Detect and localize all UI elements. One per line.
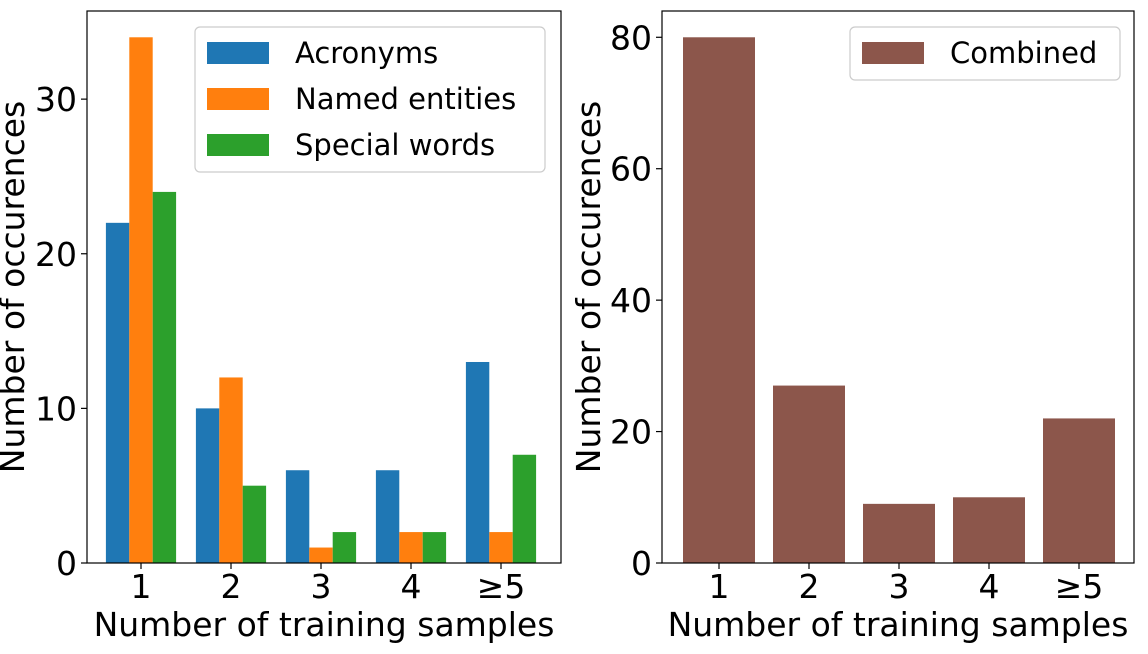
bar-acronyms-4 bbox=[465, 361, 490, 563]
y-tick-label: 0 bbox=[56, 544, 77, 583]
legend-label: Special words bbox=[295, 128, 495, 162]
bar-named-entities-2 bbox=[309, 547, 333, 563]
left-chart: 1 2 3 4 ≥5 0 10 20 30 Number of training samples N… bbox=[0, 10, 562, 644]
bar-named-entities-3 bbox=[399, 532, 423, 563]
bar-acronyms-0 bbox=[105, 222, 130, 563]
bar-combined-0 bbox=[683, 37, 755, 564]
bar-combined-1 bbox=[773, 385, 845, 563]
legend-box bbox=[194, 26, 546, 173]
bar-named-entities-4 bbox=[489, 532, 513, 563]
x-axis-label: Number of training samples bbox=[94, 605, 555, 644]
legend-swatch-named-entities bbox=[207, 88, 269, 110]
bar-special-words-3 bbox=[422, 532, 447, 563]
bar-named-entities-0 bbox=[129, 37, 153, 564]
bar-combined-4 bbox=[1043, 418, 1115, 563]
bar-acronyms-1 bbox=[195, 408, 220, 563]
x-axis-label: Number of training samples bbox=[668, 605, 1129, 644]
bar-special-words-1 bbox=[242, 485, 267, 563]
bar-named-entities-1 bbox=[219, 377, 243, 563]
legend-swatch-special-words bbox=[207, 134, 269, 156]
legend-swatch-acronyms bbox=[207, 42, 269, 64]
x-tick-label: ≥5 bbox=[1055, 567, 1104, 606]
x-tick-label: 1 bbox=[131, 567, 152, 606]
y-tick-label: 20 bbox=[35, 235, 77, 274]
plot-frame bbox=[86, 10, 562, 564]
bar-special-words-0 bbox=[152, 191, 177, 563]
legend-label: Named entities bbox=[295, 82, 516, 116]
bar-special-words-4 bbox=[512, 454, 537, 563]
right-chart: 1 2 3 4 ≥5 0 20 40 60 80 Number of training sample… bbox=[569, 10, 1135, 644]
legend-box bbox=[849, 26, 1121, 81]
bar-combined-3 bbox=[953, 497, 1025, 563]
x-tick-label: ≥5 bbox=[477, 567, 526, 606]
legend-label: Acronyms bbox=[295, 36, 438, 70]
x-tick-label: 2 bbox=[799, 567, 820, 606]
y-axis-label: Number of occurences bbox=[0, 101, 32, 473]
y-tick-label: 20 bbox=[610, 413, 652, 452]
x-tick-label: 3 bbox=[889, 567, 910, 606]
y-tick-label: 0 bbox=[631, 544, 652, 583]
bar-acronyms-2 bbox=[285, 470, 310, 563]
legend-label: Combined bbox=[950, 36, 1097, 70]
x-tick-label: 2 bbox=[221, 567, 242, 606]
bar-combined-2 bbox=[863, 503, 935, 563]
y-tick-label: 10 bbox=[35, 389, 77, 428]
bar-special-words-2 bbox=[332, 532, 357, 563]
plot-frame bbox=[661, 10, 1135, 564]
x-tick-label: 1 bbox=[709, 567, 730, 606]
x-tick-label: 4 bbox=[401, 567, 422, 606]
y-tick-label: 40 bbox=[610, 281, 652, 320]
bar-acronyms-3 bbox=[375, 470, 400, 563]
x-tick-label: 3 bbox=[311, 567, 332, 606]
y-tick-label: 60 bbox=[610, 150, 652, 189]
y-tick-label: 80 bbox=[610, 18, 652, 57]
x-tick-label: 4 bbox=[979, 567, 1000, 606]
y-axis-label: Number of occurences bbox=[569, 101, 608, 473]
y-tick-label: 30 bbox=[35, 80, 77, 119]
legend-swatch-combined bbox=[862, 42, 924, 64]
